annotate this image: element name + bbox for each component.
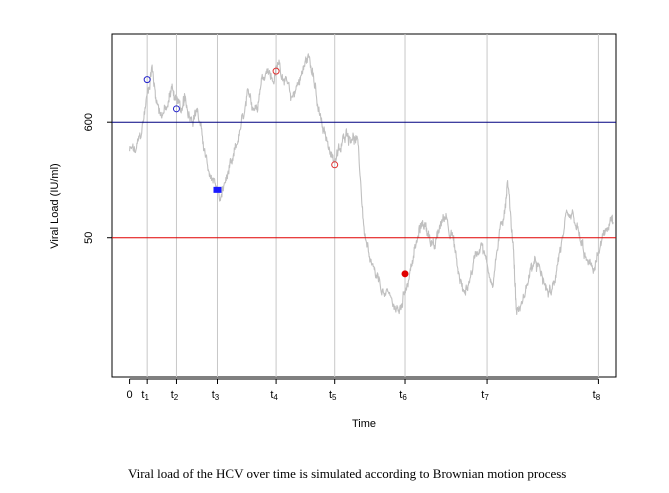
brownian-path-line [129, 53, 614, 315]
figure-caption: Viral load of the HCV over time is simul… [128, 466, 567, 481]
x-tick-label: t5 [329, 389, 337, 402]
x-tick-subscript: 2 [174, 393, 179, 402]
x-tick-subscript: 8 [596, 393, 601, 402]
x-axis-label: Time [352, 418, 376, 430]
x-tick-label: t3 [212, 389, 220, 402]
x-tick-subscript: 7 [484, 393, 489, 402]
x-axis: 0 t1 t2 t3 t4 t5 t6 t7 t8 [127, 378, 601, 402]
x-tick-label: t1 [141, 389, 149, 402]
x-tick-subscript: 6 [402, 393, 407, 402]
x-tick-subscript: 5 [332, 393, 337, 402]
x-tick-label: t6 [399, 389, 407, 402]
observation-marker [143, 76, 151, 84]
x-tick-subscript: 1 [144, 393, 149, 402]
observation-marker [331, 161, 339, 169]
viral-load-path [129, 53, 614, 315]
observation-marker [213, 186, 222, 193]
plot-frame [111, 33, 617, 378]
y-tick-label: 50 [83, 232, 95, 244]
x-tick-label: t2 [171, 389, 179, 402]
x-tick-subscript: 4 [273, 393, 278, 402]
threshold-lines [112, 121, 616, 239]
observation-markers [143, 67, 409, 278]
observation-marker [172, 105, 180, 113]
x-tick-label: t8 [593, 389, 601, 402]
y-axis: 600 50 [83, 113, 112, 244]
y-axis-label: Viral Load (IU/ml) [49, 163, 61, 248]
observation-marker [272, 67, 280, 75]
x-tick-label: t4 [270, 389, 278, 402]
y-tick-label: 600 [83, 113, 95, 131]
observation-marker [401, 270, 409, 278]
x-tick-label: t7 [481, 389, 489, 402]
time-gridlines [146, 34, 599, 377]
x-tick-subscript: 3 [215, 393, 220, 402]
x-tick-label: 0 [127, 389, 133, 401]
